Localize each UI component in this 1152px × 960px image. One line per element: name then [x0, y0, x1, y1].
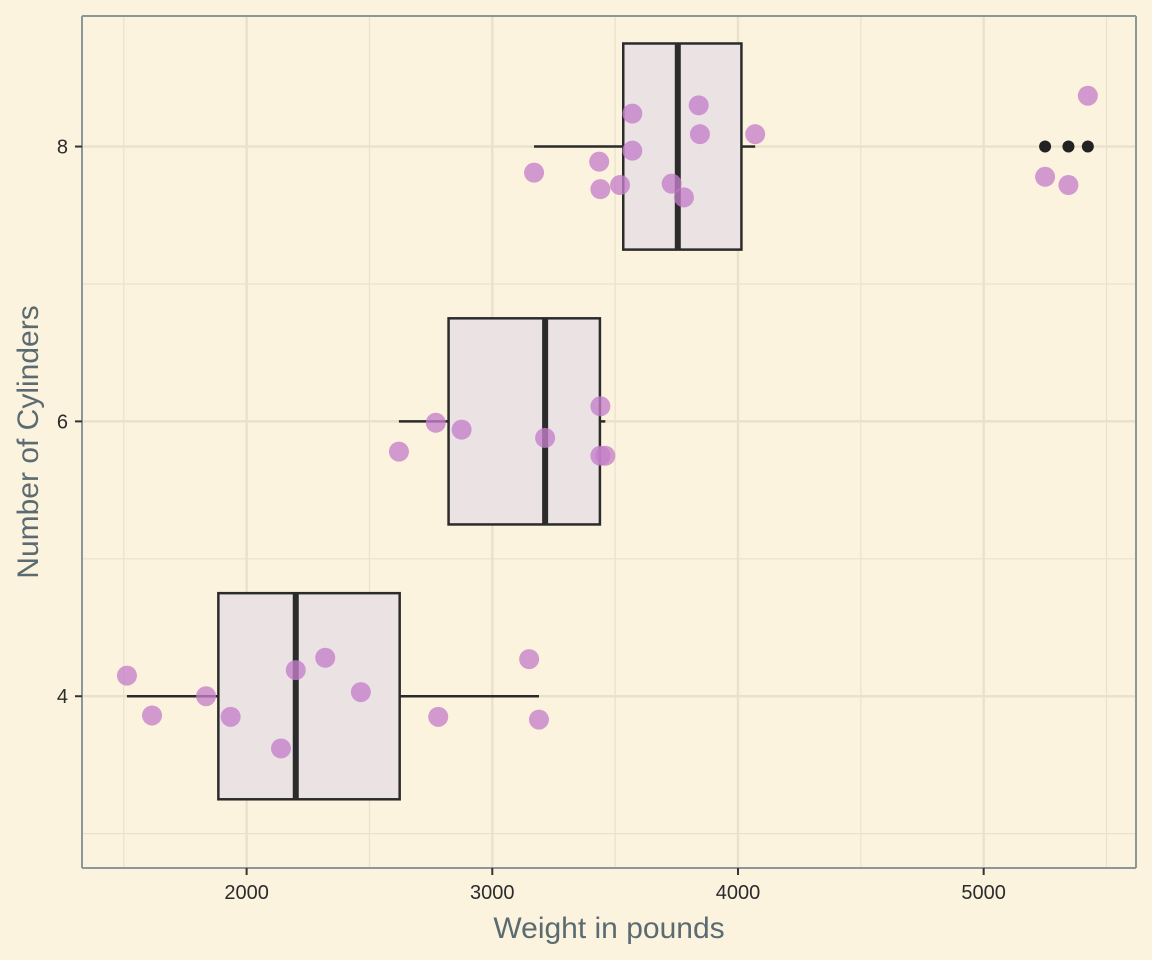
- data-point: [689, 124, 710, 145]
- data-point: [519, 649, 540, 670]
- box-iqr: [447, 317, 602, 526]
- data-point: [142, 705, 163, 726]
- data-point: [524, 162, 545, 183]
- data-point: [590, 396, 611, 417]
- x-tick-label: 4000: [716, 882, 761, 904]
- box-group: [398, 317, 606, 526]
- data-point: [528, 709, 549, 730]
- data-point: [1058, 175, 1079, 196]
- data-point: [622, 103, 643, 124]
- data-point: [673, 187, 694, 208]
- axis-layer: 2000 3000 4000 5000 4 6 8: [57, 15, 1137, 904]
- data-point: [285, 660, 306, 681]
- outlier-point: [1081, 140, 1094, 153]
- y-tick-label: 8: [57, 137, 68, 159]
- y-tick-label: 4: [57, 686, 68, 708]
- x-axis-title: Weight in pounds: [493, 912, 724, 945]
- x-tick-label: 5000: [961, 882, 1006, 904]
- data-point: [220, 706, 241, 727]
- data-point: [1077, 85, 1098, 106]
- data-point: [535, 427, 556, 448]
- data-point: [610, 175, 631, 196]
- data-point: [1035, 166, 1056, 187]
- y-tick-label: 6: [57, 411, 68, 433]
- data-point: [661, 173, 682, 194]
- outlier-point: [1062, 140, 1075, 153]
- data-point: [315, 647, 336, 668]
- data-point: [116, 665, 137, 686]
- data-point: [425, 412, 446, 433]
- data-point: [350, 682, 371, 703]
- x-tick-label: 2000: [224, 882, 269, 904]
- point-layer: [116, 85, 1098, 759]
- data-point: [688, 95, 709, 116]
- outlier-point: [1039, 140, 1052, 153]
- y-axis-title: Number of Cylinders: [12, 305, 45, 578]
- data-point: [271, 738, 292, 759]
- data-point: [589, 151, 610, 172]
- box-group: [126, 591, 539, 801]
- data-point: [745, 124, 766, 145]
- data-point: [428, 706, 449, 727]
- data-point: [595, 445, 616, 466]
- data-point: [451, 419, 472, 440]
- data-point: [622, 140, 643, 161]
- box-iqr: [217, 591, 401, 801]
- data-point: [388, 441, 409, 462]
- data-point: [590, 179, 611, 200]
- data-point: [196, 686, 217, 707]
- x-tick-label: 3000: [470, 882, 515, 904]
